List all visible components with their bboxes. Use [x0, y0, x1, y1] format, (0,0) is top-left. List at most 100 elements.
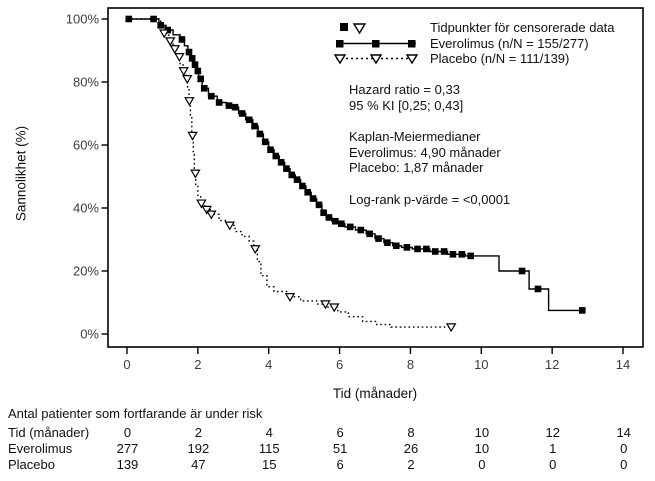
censor-mark-placebo: [184, 97, 195, 107]
censor-mark-everolimus: [518, 267, 526, 275]
risk-cell: 2: [407, 457, 415, 472]
risk-cell: 26: [403, 441, 419, 456]
risk-cell: 2: [194, 425, 202, 440]
risk-cell: 1: [549, 441, 557, 456]
risk-cell: 47: [191, 457, 206, 472]
censor-mark-everolimus: [231, 103, 239, 111]
y-tick-label: 40%: [73, 201, 99, 216]
censor-mark-everolimus: [375, 235, 382, 242]
y-tick-label: 60%: [73, 138, 99, 153]
everolimus-line-icon: [336, 39, 416, 48]
y-tick-label: 20%: [73, 264, 99, 279]
placebo-line-icon: [333, 54, 419, 65]
censor-mark-everolimus: [458, 251, 466, 258]
risk-table-row-time: Tid (månader) 0 2 4 6 8 10 12 14: [8, 425, 655, 441]
censor-mark-placebo: [169, 45, 181, 55]
censor-mark-everolimus: [208, 92, 215, 100]
censor-mark-everolimus: [414, 245, 421, 253]
legend: Tidpunkter för censorerade data Everolim…: [333, 20, 615, 67]
risk-cell: 15: [261, 457, 277, 472]
legend-row-placebo: Placebo (n/N = 111/139): [333, 51, 615, 67]
censor-mark-everolimus: [251, 122, 258, 130]
censor-mark-everolimus: [238, 110, 246, 117]
plot-border: [107, 7, 644, 348]
censor-mark-everolimus: [332, 217, 339, 225]
risk-row-label: Placebo: [8, 457, 55, 472]
censor-mark-everolimus: [325, 214, 333, 221]
median-placebo-text: Placebo: 1,87 månader: [349, 160, 484, 175]
risk-row-label: Tid (månader): [8, 425, 90, 440]
legend-censored-label: Tidpunkter för censorerade data: [430, 20, 615, 36]
hazard-ratio-block: Hazard ratio = 0,33 95 % KI [0,25; 0,43]: [349, 82, 510, 113]
censor-mark-everolimus: [288, 171, 296, 179]
censor-mark-everolimus: [467, 252, 474, 260]
risk-cell: 0: [478, 457, 486, 472]
censor-mark-everolimus: [320, 209, 327, 217]
legend-everolimus-label: Everolimus (n/N = 155/277): [430, 35, 589, 51]
x-tick-label: 6: [336, 357, 343, 372]
censor-mark-everolimus: [384, 239, 391, 246]
censor-mark-everolimus: [225, 102, 233, 109]
censor-mark-everolimus: [277, 159, 285, 166]
risk-cell: 115: [258, 441, 280, 456]
y-tick-label: 80%: [73, 75, 99, 90]
censor-mark-everolimus: [293, 176, 301, 183]
censor-mark-everolimus: [440, 248, 448, 255]
censor-mark-everolimus: [423, 245, 430, 253]
censor-mark-everolimus: [215, 99, 223, 106]
risk-cell: 8: [407, 425, 415, 440]
annotations: Hazard ratio = 0,33 95 % KI [0,25; 0,43]…: [349, 82, 510, 207]
censor-mark-everolimus: [178, 36, 186, 43]
x-tick-label: 10: [474, 357, 488, 372]
hazard-ratio-text: Hazard ratio = 0,33: [349, 82, 460, 97]
risk-table-row-placebo: Placebo 139 47 15 6 2 0 0 0: [8, 457, 655, 473]
censor-mark-everolimus: [272, 152, 280, 160]
risk-cell: 0: [123, 425, 132, 440]
censor-mark-placebo: [187, 131, 198, 141]
censor-mark-placebo: [164, 37, 176, 47]
legend-placebo-label: Placebo (n/N = 111/139): [430, 51, 570, 67]
censor-mark-everolimus: [346, 223, 354, 231]
censor-mark-everolimus: [534, 285, 542, 293]
risk-cell: 10: [474, 441, 490, 456]
censor-mark-placebo: [320, 300, 331, 310]
y-axis-title: Sannolikhet (%): [13, 125, 29, 222]
censor-mark-everolimus: [357, 226, 365, 234]
risk-cell: 0: [549, 457, 557, 472]
risk-cell: 14: [616, 425, 631, 440]
censor-mark-everolimus: [188, 55, 196, 62]
y-tick-label: 0%: [80, 327, 99, 342]
risk-table: Antal patienter som fortfarande är under…: [8, 406, 655, 473]
censor-mark-placebo: [174, 53, 185, 62]
km-plot-canvas: 0 2 4 6 8 10 12 14 0% 20% 40% 60% 80% 100%: [66, 7, 644, 372]
x-axis-title: Tid (månader): [332, 386, 418, 401]
x-tick-label: 12: [545, 357, 559, 372]
censor-mark-everolimus: [197, 75, 204, 83]
curve-placebo: [127, 18, 452, 328]
censor-mark-everolimus: [261, 138, 269, 146]
legend-row-everolimus: Everolimus (n/N = 155/277): [333, 36, 615, 52]
censor-mark-placebo: [178, 67, 189, 77]
legend-row-censored: Tidpunkter för censorerade data: [333, 20, 615, 36]
censor-mark-everolimus: [309, 195, 317, 202]
censor-mark-everolimus: [191, 61, 199, 68]
censor-mark-everolimus: [245, 116, 253, 124]
y-tick-label: 100%: [66, 12, 100, 27]
risk-cell: 51: [332, 441, 348, 456]
censor-mark-placebo: [181, 75, 193, 85]
risk-cell: 0: [620, 457, 628, 472]
risk-cell: 12: [545, 425, 561, 440]
censored-markers-icon: [340, 23, 367, 35]
risk-table-row-everolimus: Everolimus 277 192 115 51 26 10 1 0: [8, 441, 655, 457]
x-tick-label: 8: [407, 357, 414, 372]
confidence-interval-text: 95 % KI [0,25; 0,43]: [349, 97, 464, 113]
censor-mark-everolimus: [304, 188, 311, 196]
x-tick-label: 0: [123, 357, 130, 372]
censor-mark-everolimus: [578, 307, 586, 314]
risk-cell: 139: [116, 457, 139, 472]
censor-mark-everolimus: [315, 201, 323, 209]
censor-mark-everolimus: [338, 220, 345, 228]
censor-mark-everolimus: [125, 15, 133, 23]
censor-mark-everolimus: [366, 230, 373, 238]
